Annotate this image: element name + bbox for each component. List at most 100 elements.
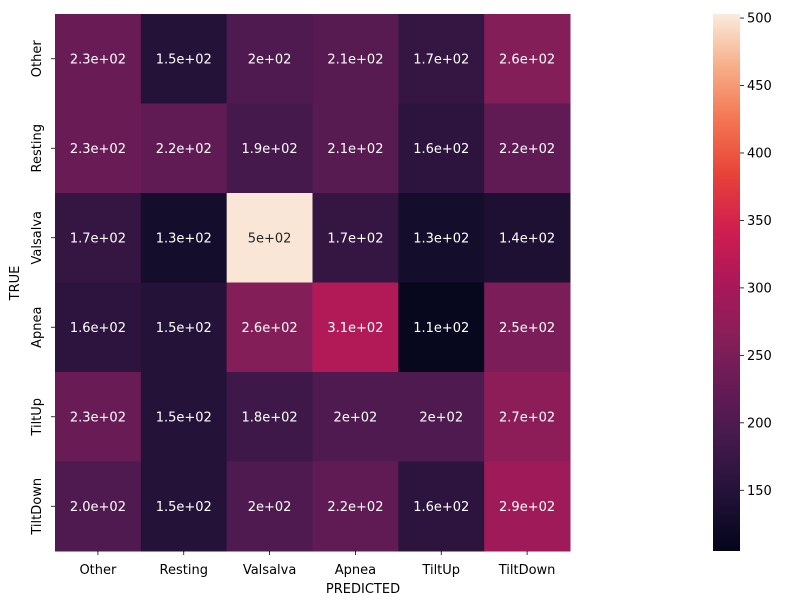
heatmap-cell	[312, 282, 399, 373]
colorbar-tick-label: 500	[747, 12, 772, 27]
x-axis-ticks: Other Resting Valsalva Apnea TiltUp TiltDown	[79, 551, 555, 578]
colorbar-tick-label: 300	[747, 281, 772, 296]
cell-annotation: 2.0e+02	[70, 500, 126, 515]
cell-annotation: 2e+02	[419, 410, 463, 425]
x-tick-label: Apnea	[335, 563, 376, 578]
heatmap-cell	[312, 14, 399, 104]
heatmap-cells: 2.3e+02 1.5e+02 2e+02 2.1e+02 1.7e+02 2.6e+02…	[55, 14, 571, 552]
x-tick-label: TiltUp	[421, 563, 460, 578]
colorbar-tick-label: 200	[747, 416, 772, 431]
heatmap-cell	[398, 282, 485, 373]
y-tick-label: Apnea	[30, 307, 45, 348]
heatmap-cell	[398, 103, 485, 194]
cell-annotation: 1.5e+02	[156, 410, 212, 425]
colorbar-tick-label: 400	[747, 146, 772, 161]
cell-annotation: 2e+02	[334, 410, 378, 425]
heatmap-cell	[140, 103, 228, 194]
cell-annotation: 2.1e+02	[327, 52, 383, 67]
cell-annotation: 2e+02	[248, 52, 292, 67]
y-tick-label: Valsalva	[30, 211, 45, 264]
heatmap-cell	[55, 372, 142, 462]
y-tick-label: Resting	[30, 124, 45, 172]
heatmap-cell	[55, 103, 142, 194]
heatmap-cell	[140, 14, 228, 104]
heatmap-cell	[312, 372, 399, 462]
cell-annotation: 1.6e+02	[70, 321, 126, 336]
cell-annotation: 2.6e+02	[499, 52, 555, 67]
heatmap-cell	[226, 372, 313, 462]
cell-annotation: 2.3e+02	[70, 52, 126, 67]
cell-annotation: 2.7e+02	[499, 410, 555, 425]
cell-annotation: 2.9e+02	[499, 500, 555, 515]
heatmap-cell	[398, 193, 485, 283]
heatmap-cell	[140, 282, 228, 373]
cell-annotation: 2.5e+02	[499, 321, 555, 336]
heatmap-cell	[484, 282, 571, 373]
heatmap-cell	[484, 461, 571, 552]
colorbar-tick-label: 450	[747, 79, 772, 94]
y-tick-label: TiltDown	[30, 478, 45, 536]
heatmap-cell	[312, 461, 399, 552]
heatmap-cell	[226, 282, 313, 373]
cell-annotation: 1.7e+02	[413, 52, 469, 67]
heatmap-cell	[55, 14, 142, 104]
heatmap-cell	[140, 193, 228, 283]
cell-annotation: 1.6e+02	[413, 500, 469, 515]
cell-annotation: 2.3e+02	[70, 142, 126, 157]
y-axis-ticks: Other Resting Valsalva Apnea TiltUp TiltDown	[30, 40, 55, 536]
heatmap-cell	[484, 14, 571, 104]
cell-annotation: 2.6e+02	[242, 321, 298, 336]
heatmap-cell	[312, 193, 399, 283]
y-axis-label: TRUE	[8, 266, 23, 302]
cell-annotation: 2e+02	[248, 500, 292, 515]
colorbar-tick-label: 250	[747, 349, 772, 364]
cell-annotation: 2.2e+02	[327, 500, 383, 515]
colorbar-tick-label: 150	[747, 484, 772, 499]
cell-annotation: 1.7e+02	[70, 231, 126, 246]
heatmap-cell	[398, 372, 485, 462]
heatmap-cell	[226, 461, 313, 552]
cell-annotation: 2.2e+02	[156, 142, 212, 157]
cell-annotation: 1.8e+02	[242, 410, 298, 425]
cell-annotation: 1.4e+02	[499, 231, 555, 246]
cell-annotation: 1.9e+02	[242, 142, 298, 157]
heatmap-cell	[484, 103, 571, 194]
cell-annotation: 1.6e+02	[413, 142, 469, 157]
cell-annotation: 1.5e+02	[156, 500, 212, 515]
heatmap-cell	[226, 14, 313, 104]
x-tick-label: Resting	[160, 563, 208, 578]
heatmap-cell	[484, 193, 571, 283]
x-tick-label: TiltDown	[498, 563, 556, 578]
colorbar	[713, 14, 740, 551]
heatmap-cell	[398, 461, 485, 552]
x-tick-label: Valsalva	[243, 563, 296, 578]
cell-annotation: 2.3e+02	[70, 410, 126, 425]
heatmap-cell	[55, 193, 142, 283]
heatmap-cell	[140, 372, 228, 462]
heatmap-cell	[484, 372, 571, 462]
cell-annotation: 1.5e+02	[156, 52, 212, 67]
y-tick-label: Other	[30, 40, 45, 78]
heatmap-cell	[226, 193, 313, 283]
x-axis-label: PREDICTED	[326, 582, 400, 597]
heatmap-cell	[140, 461, 228, 552]
heatmap-cell	[55, 461, 142, 552]
heatmap-cell	[55, 282, 142, 373]
colorbar-tick-label: 350	[747, 214, 772, 229]
cell-annotation: 2.2e+02	[499, 142, 555, 157]
cell-annotation: 2.1e+02	[327, 142, 383, 157]
cell-annotation: 1.3e+02	[413, 231, 469, 246]
cell-annotation: 1.7e+02	[327, 231, 383, 246]
cell-annotation: 5e+02	[248, 231, 292, 246]
heatmap-cell	[398, 14, 485, 104]
cell-annotation: 1.1e+02	[413, 321, 469, 336]
heatmap-cell	[312, 103, 399, 194]
cell-annotation: 1.3e+02	[156, 231, 212, 246]
cell-annotation: 1.5e+02	[156, 321, 212, 336]
cell-annotation: 3.1e+02	[327, 321, 383, 336]
colorbar-ticks: 150 200 250 300 350 400 450 500	[740, 12, 772, 499]
y-tick-label: TiltUp	[30, 398, 45, 437]
heatmap-cell	[226, 103, 313, 194]
x-tick-label: Other	[79, 563, 117, 578]
